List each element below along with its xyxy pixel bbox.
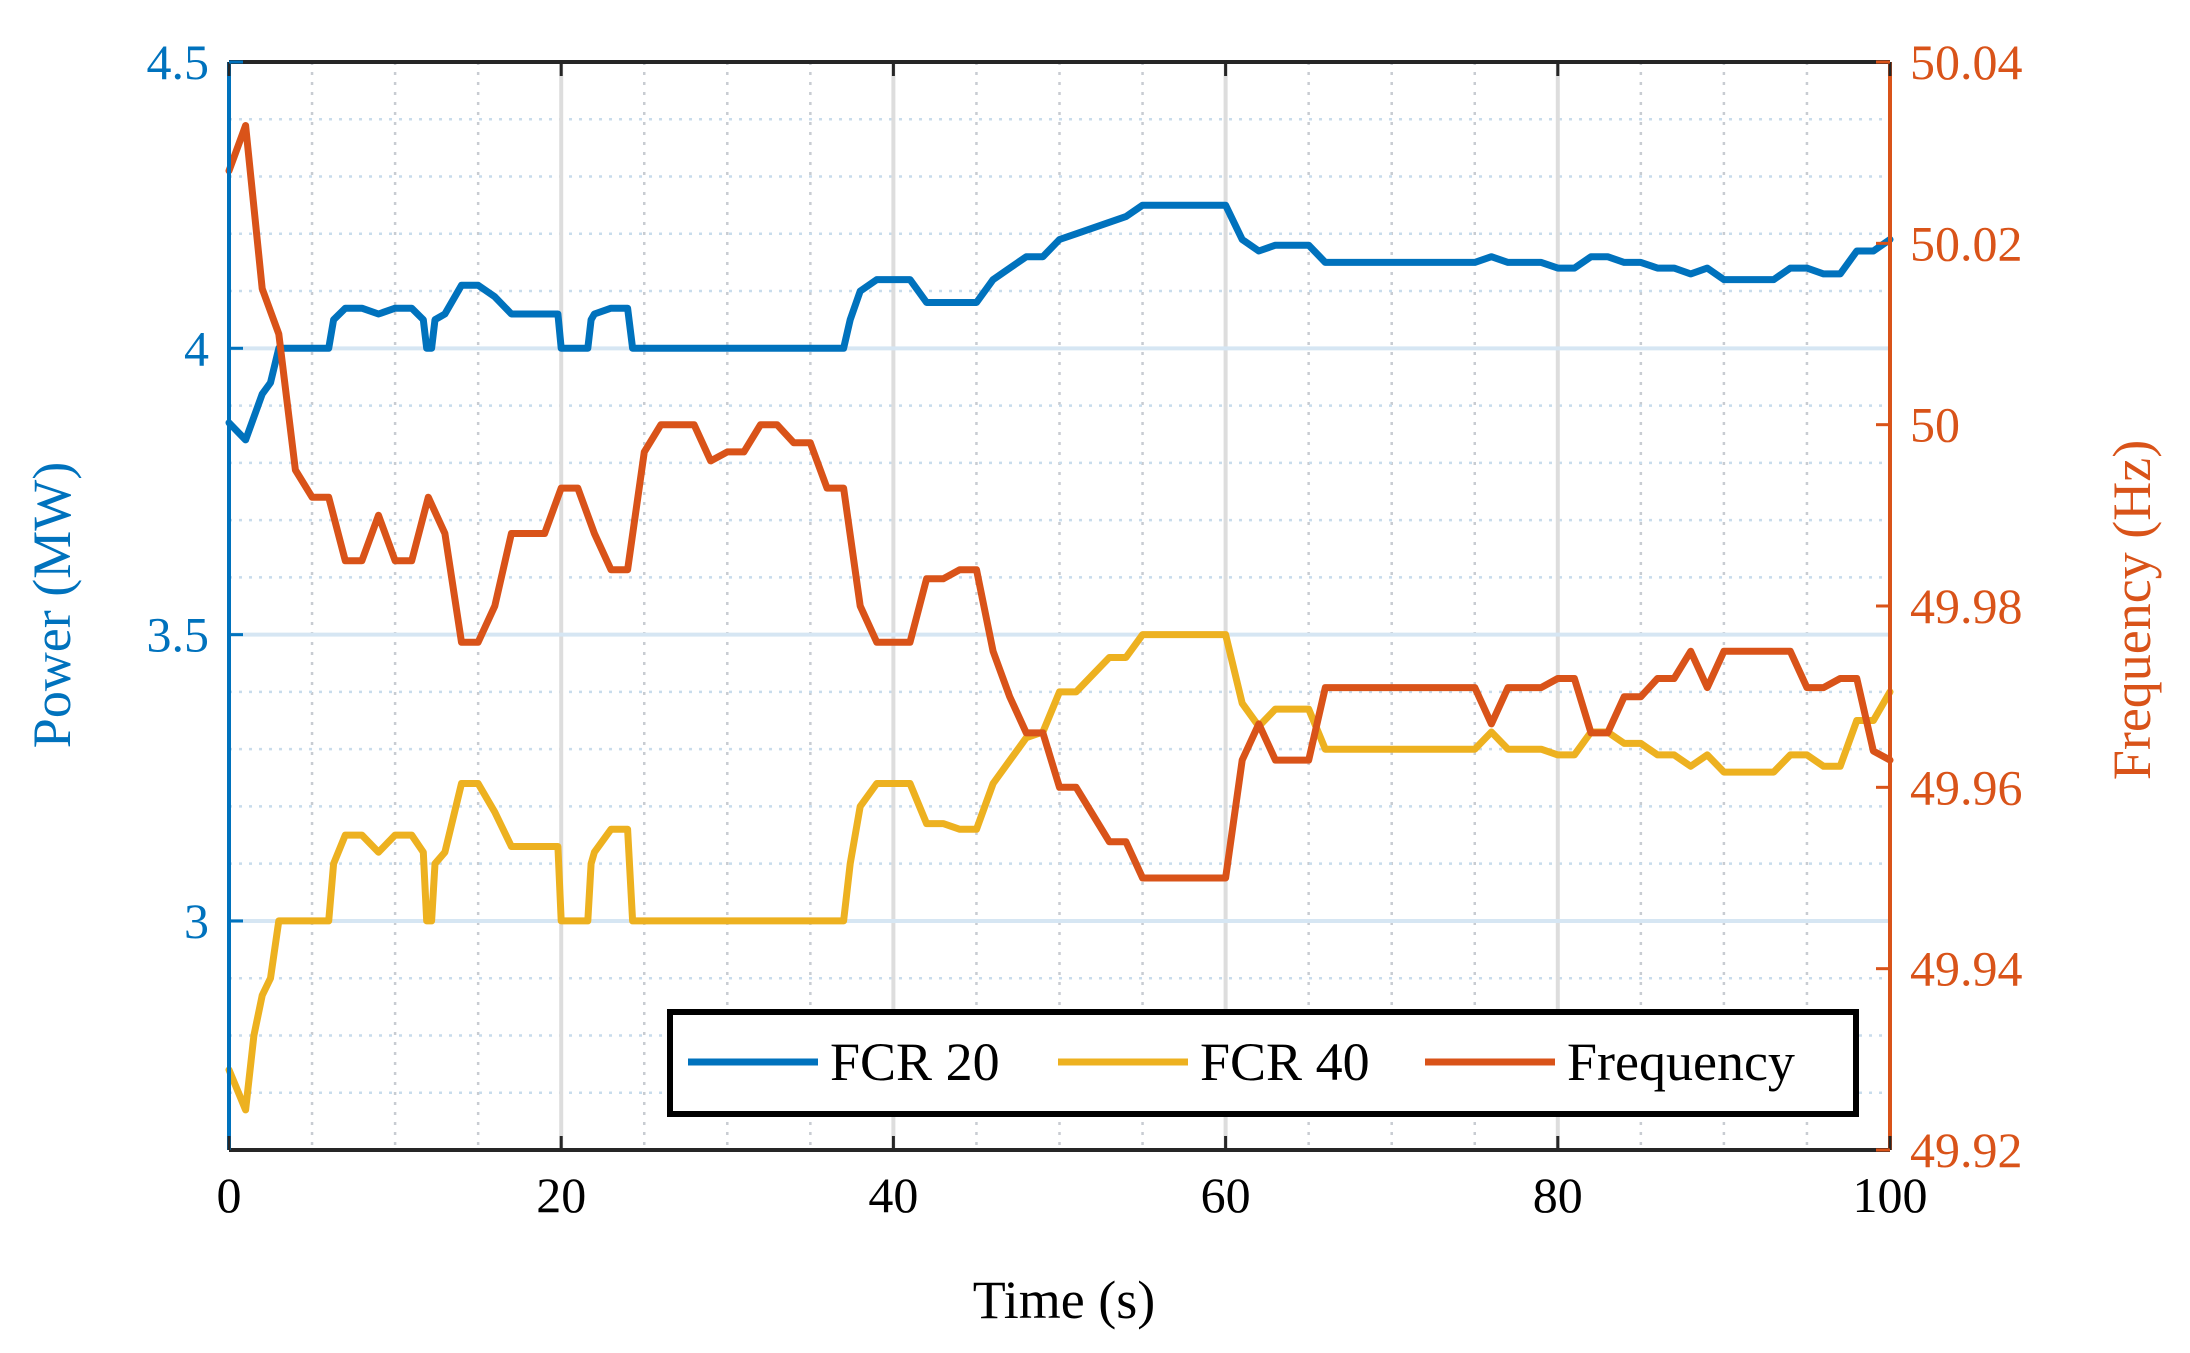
legend-item-fcr20: FCR 20 xyxy=(688,1032,1000,1092)
legend-box xyxy=(667,1009,1859,1117)
right-y-tick-label: 49.94 xyxy=(1910,941,2023,997)
x-tick-label: 80 xyxy=(1533,1167,1583,1223)
right-y-axis-label: Frequency (Hz) xyxy=(2102,440,2162,780)
right-y-tick-label: 49.96 xyxy=(1910,759,2023,815)
right-y-tick-label: 49.92 xyxy=(1910,1122,2023,1178)
series-line-fcr-40 xyxy=(225,631,1894,1114)
right-y-tick-label: 49.98 xyxy=(1910,578,2023,634)
x-tick-label: 20 xyxy=(536,1167,586,1223)
legend-label-fcr40: FCR 40 xyxy=(1200,1032,1370,1092)
legend-label-fcr20: FCR 20 xyxy=(830,1032,1000,1092)
right-y-tick-label: 50 xyxy=(1910,397,1960,453)
series-line-frequency xyxy=(225,122,1894,882)
x-axis-label: Time (s) xyxy=(973,1270,1156,1330)
right-y-tick-label: 50.02 xyxy=(1910,215,2023,271)
axes xyxy=(227,60,1892,1152)
x-tick-label: 100 xyxy=(1853,1167,1928,1223)
x-tick-label: 0 xyxy=(217,1167,242,1223)
series-line-fcr-20 xyxy=(225,201,1894,444)
legend: FCR 20 FCR 40 Frequency xyxy=(667,1009,1859,1117)
left-y-tick-label: 3 xyxy=(184,893,209,949)
legend-item-fcr40: FCR 40 xyxy=(1058,1032,1370,1092)
left-y-tick-label: 3.5 xyxy=(147,607,210,663)
series-lines xyxy=(225,122,1894,1114)
left-y-tick-label: 4.5 xyxy=(147,34,210,90)
left-y-tick-label: 4 xyxy=(184,320,209,376)
right-y-tick-label: 50.04 xyxy=(1910,34,2023,90)
tick-labels: 0 20 40 60 80 100 3 3.5 4 4.5 49.92 49.94 49.96 49.98… xyxy=(147,34,2023,1223)
x-tick-label: 60 xyxy=(1201,1167,1251,1223)
left-y-axis-label: Power (MW) xyxy=(22,462,82,748)
legend-label-frequency: Frequency xyxy=(1567,1032,1795,1092)
legend-item-frequency: Frequency xyxy=(1425,1032,1795,1092)
x-tick-label: 40 xyxy=(868,1167,918,1223)
